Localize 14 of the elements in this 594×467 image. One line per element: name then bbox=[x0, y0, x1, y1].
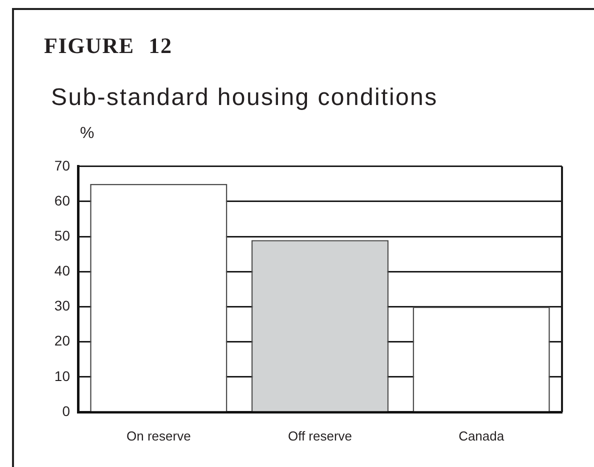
y-tick-label: 60 bbox=[54, 192, 70, 208]
x-tick-label: On reserve bbox=[126, 428, 191, 444]
chart-title: Sub-standard housing conditions bbox=[51, 84, 438, 112]
y-axis-title: % bbox=[80, 124, 94, 144]
y-tick-label: 20 bbox=[54, 332, 70, 349]
caption: FIGURE 12 bbox=[44, 33, 172, 58]
y-tick-label: 70 bbox=[54, 157, 70, 174]
y-tick-label: 10 bbox=[54, 368, 70, 384]
y-tick-label: 30 bbox=[54, 298, 70, 314]
x-tick-label: Off reserve bbox=[288, 428, 352, 444]
y-tick-label: 40 bbox=[54, 262, 70, 279]
x-tick-label: Canada bbox=[458, 428, 505, 444]
y-tick-label: 50 bbox=[54, 227, 70, 244]
y-tick-label: 0 bbox=[62, 402, 70, 419]
